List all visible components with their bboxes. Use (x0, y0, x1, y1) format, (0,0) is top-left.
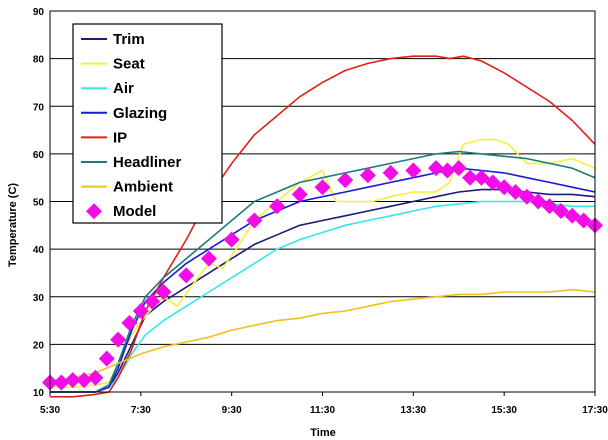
model-point (564, 207, 581, 224)
model-point (575, 212, 592, 229)
model-point (53, 374, 70, 391)
model-point (518, 188, 535, 205)
model-point (541, 198, 558, 215)
legend-label-seat: Seat (113, 56, 145, 73)
legend-box (72, 23, 223, 224)
x-tick-label: 15:30 (491, 405, 517, 416)
y-axis-label: Temperature (C) (7, 183, 19, 267)
legend: Trim Seat Air Glazing IP Headliner Ambient Mode… (72, 23, 223, 224)
y-tick-label: 70 (33, 102, 45, 113)
x-axis-label: Time (310, 427, 335, 439)
y-tick-label: 80 (33, 55, 45, 66)
model-point (155, 283, 172, 300)
model-point (405, 162, 422, 179)
legend-label-glazing: Glazing (113, 105, 167, 122)
series-ambient (49, 288, 596, 384)
model-point (450, 160, 467, 177)
x-tick-label: 9:30 (222, 405, 242, 416)
x-tick-label: 7:30 (131, 405, 151, 416)
model-point (144, 293, 161, 310)
y-tick-label: 60 (33, 150, 45, 161)
model-point (64, 372, 81, 389)
tick-labels: 10 20 30 40 50 60 70 80 90 5:30 7:30 9:30 11:30 13:30… (33, 7, 608, 416)
model-point (507, 183, 524, 200)
model-point (337, 172, 354, 189)
legend-label-ip: IP (113, 129, 127, 146)
model-point (314, 179, 331, 196)
y-tick-label: 10 (33, 388, 45, 399)
legend-label-headliner: Headliner (113, 154, 182, 171)
model-point (98, 350, 115, 367)
series-ip (50, 55, 596, 398)
model-point (496, 179, 513, 196)
model-point (87, 369, 104, 386)
y-tick-label: 30 (33, 293, 45, 304)
model-point (359, 167, 376, 184)
model-point (462, 169, 479, 186)
y-tick-label: 40 (33, 245, 45, 256)
model-point (552, 203, 569, 220)
series-seat (50, 138, 596, 389)
model-point (246, 212, 263, 229)
x-tick-label: 11:30 (310, 405, 335, 416)
legend-label-air: Air (113, 80, 134, 97)
series-lines (42, 55, 603, 398)
model-point (200, 250, 217, 267)
model-point (223, 231, 240, 248)
model-point (132, 303, 149, 320)
x-tick-label: 5:30 (40, 405, 60, 416)
x-tick-label: 13:30 (401, 405, 427, 416)
model-point (76, 372, 93, 389)
model-point (110, 331, 127, 348)
series-model (42, 160, 603, 391)
model-point (178, 267, 195, 284)
y-tick-label: 20 (33, 340, 45, 351)
y-tick-label: 90 (33, 7, 45, 18)
model-point (530, 193, 547, 210)
model-point (291, 186, 308, 203)
model-point (428, 160, 445, 177)
model-point (439, 162, 456, 179)
legend-label-trim: Trim (113, 31, 145, 48)
legend-label-model: Model (113, 203, 156, 220)
legend-swatch-model (86, 203, 102, 220)
model-point (121, 314, 138, 331)
y-tick-label: 50 (33, 198, 45, 209)
model-point (473, 169, 490, 186)
model-point (382, 164, 399, 181)
series-trim (50, 188, 596, 393)
x-tick-label: 17:30 (582, 405, 608, 416)
model-point (484, 174, 501, 191)
legend-label-ambient: Ambient (113, 179, 173, 196)
series-headliner (50, 150, 596, 393)
model-point (269, 198, 286, 215)
